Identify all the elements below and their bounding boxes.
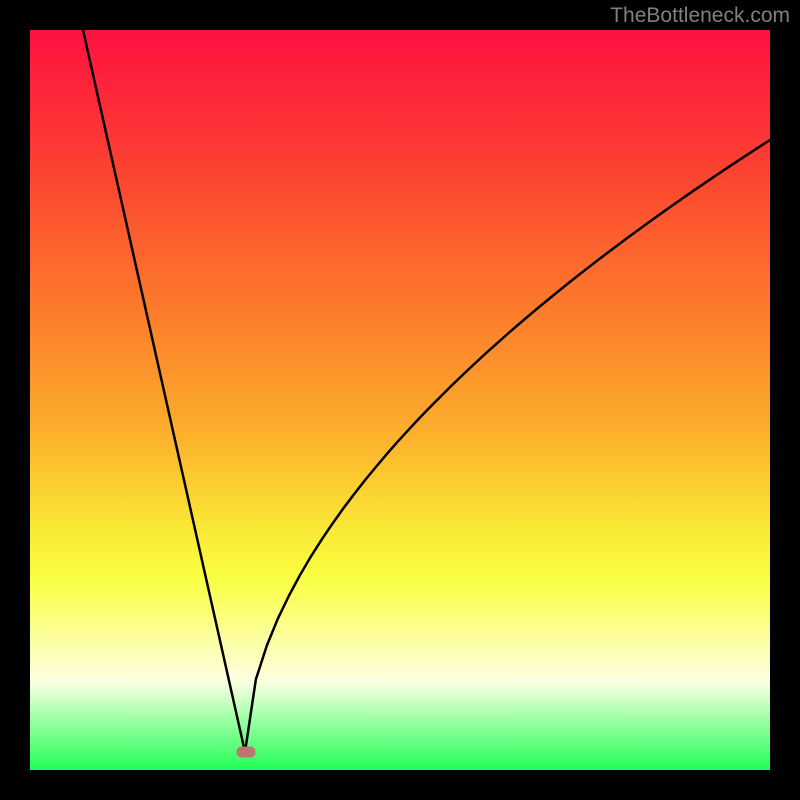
watermark-text: TheBottleneck.com [610, 4, 790, 27]
vertex-marker [237, 747, 256, 758]
